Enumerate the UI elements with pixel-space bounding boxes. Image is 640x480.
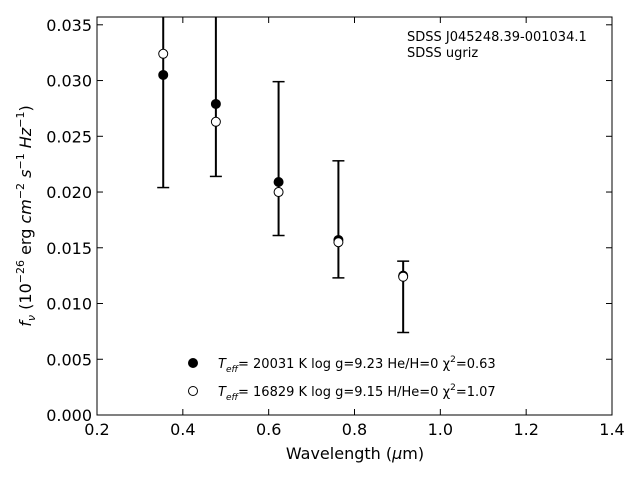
point-open: [333, 237, 344, 248]
x-tick-label: 1.4: [599, 420, 624, 439]
point-filled: [273, 176, 284, 187]
y-tick-label: 0.035: [46, 16, 92, 35]
point-open: [398, 271, 409, 282]
point-open: [158, 48, 169, 59]
y-tick-label: 0.020: [46, 183, 92, 202]
x-tick-label: 0.4: [170, 420, 195, 439]
point-filled: [210, 98, 221, 109]
x-tick-label: 0.6: [256, 420, 281, 439]
y-tick-label: 0.015: [46, 239, 92, 258]
annotation-line-1: SDSS J045248.39-001034.1: [407, 30, 587, 45]
legend-entry-2: Teff= 16829 K log g=9.15 H/He=0 χ2=1.07: [218, 383, 496, 403]
x-tick-label: 1.2: [513, 420, 538, 439]
annotation-line-2: SDSS ugriz: [407, 46, 478, 61]
point-filled: [158, 69, 169, 80]
y-axis-label: fν (10−26 erg cm−2 s−1 Hz−1): [14, 105, 38, 326]
y-tick-label: 0.025: [46, 127, 92, 146]
x-axis-label: Wavelength (μm): [286, 444, 424, 463]
legend-entry-1: Teff= 20031 K log g=9.23 He/H=0 χ2=0.63: [218, 355, 496, 375]
legend-marker-open: [188, 386, 198, 396]
x-tick-label: 1.0: [428, 420, 453, 439]
x-tick-label: 0.8: [342, 420, 367, 439]
point-open: [273, 187, 284, 198]
axis-ticks: 0.2 0.4 0.6 0.8 1.0 1.2 1.4 0.000 0.005 0.010 0.01…: [46, 16, 625, 439]
x-tick-label: 0.2: [84, 420, 109, 439]
point-open: [210, 116, 221, 127]
y-tick-label: 0.030: [46, 72, 92, 91]
y-tick-label: 0.005: [46, 350, 92, 369]
legend: Teff= 20031 K log g=9.23 He/H=0 χ2=0.63 …: [188, 355, 496, 403]
plot-frame: [96, 16, 613, 416]
plot-marks: [157, 17, 410, 334]
y-tick-label: 0.010: [46, 295, 92, 314]
y-tick-label: 0.000: [46, 406, 92, 425]
legend-marker-filled: [188, 358, 198, 368]
